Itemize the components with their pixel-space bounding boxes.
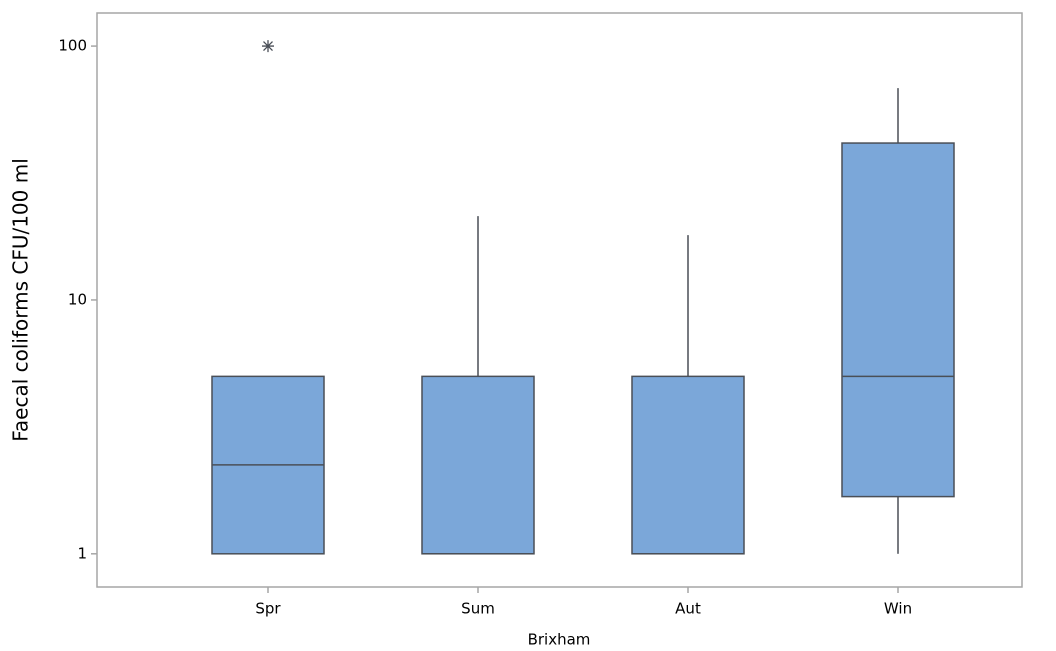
box [421,375,535,555]
box [631,375,745,555]
x-tick-label: Spr [255,600,281,618]
y-tick-label: 10 [68,290,87,308]
x-tick-label: Win [884,600,912,618]
outlier [262,40,274,53]
x-axis-label: Brixham [528,631,591,649]
box [841,142,955,498]
y-axis-label: Faecal coliforms CFU/100 ml [9,158,33,442]
x-tick-label: Aut [675,600,701,618]
x-tick-label: Sum [461,600,495,618]
y-tick-label: 1 [77,544,87,562]
y-tick-label: 100 [58,37,87,55]
